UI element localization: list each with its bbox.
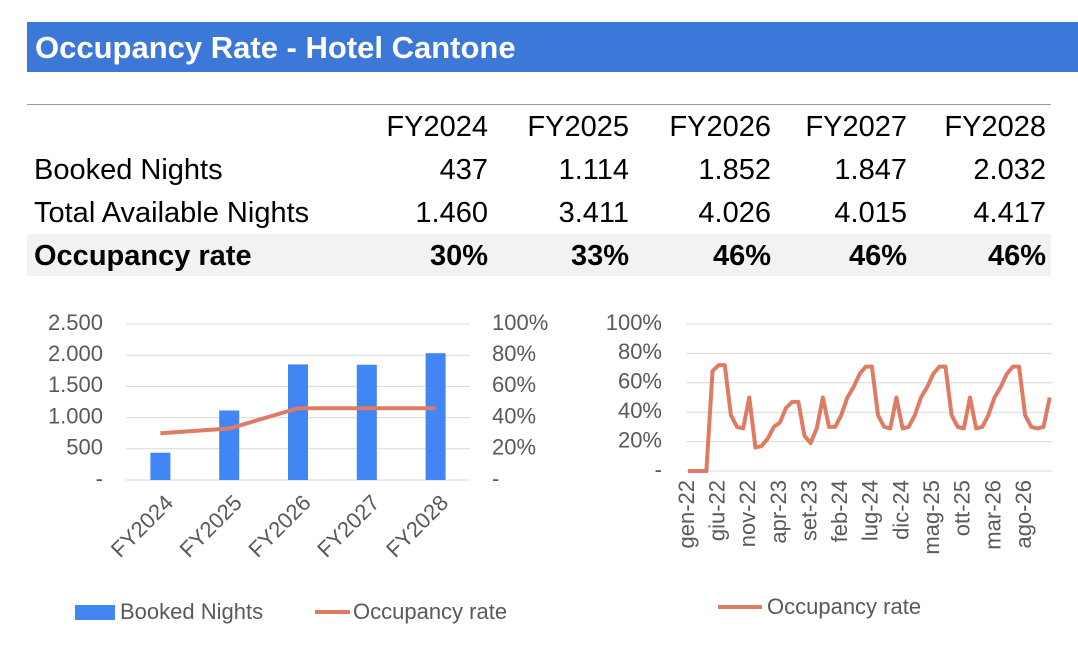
table-cell: 1.114 [558,154,629,186]
bar [356,364,377,480]
row-label: Total Available Nights [34,197,310,229]
x-tick-label: ott-25 [950,480,975,536]
y-tick-label: 2.500 [48,310,103,335]
table-cell: 4.417 [973,197,1046,229]
y-tick-label: 1.000 [48,403,103,428]
x-tick-label: mag-25 [919,480,944,555]
table-cell: 1.460 [415,197,488,229]
x-tick-label: giu-22 [704,480,729,541]
y-tick-label: 60% [618,369,662,394]
title-bar: Occupancy Rate - Hotel Cantone [27,22,1078,72]
y-tick-label: 20% [618,427,662,452]
bar [288,364,308,480]
y2-tick-label: 60% [492,372,536,397]
x-tick-label: FY2024 [106,490,178,562]
y2-tick-label: 80% [492,341,536,366]
x-tick-label: lug-24 [858,480,883,541]
column-header: FY2027 [805,111,907,143]
x-tick-label: FY2025 [175,490,247,562]
x-tick-label: gen-22 [674,480,699,549]
y-tick-label: 80% [618,339,662,364]
legend-swatch [75,605,115,620]
x-tick-label: set-23 [796,480,821,541]
x-tick-label: nov-22 [735,480,760,547]
x-tick-label: FY2026 [243,490,315,562]
table-cell: 437 [439,154,488,186]
x-tick-label: feb-24 [827,480,852,542]
table-cell: 33% [570,240,629,272]
x-tick-label: ago-26 [1011,480,1036,549]
bar [425,353,446,480]
row-label: Booked Nights [34,154,223,186]
row-label: Occupancy rate [34,240,252,272]
x-tick-label: FY2027 [312,490,384,562]
x-tick-label: apr-23 [766,480,791,544]
table-cell: 46% [848,240,907,272]
x-tick-label: dic-24 [888,480,913,540]
line [688,363,1052,473]
table-cell: 2.032 [973,154,1046,186]
table-cell: 30% [429,240,488,272]
table-rule [27,104,1051,105]
table-cell: 4.026 [698,197,771,229]
y2-tick-label: - [492,466,499,491]
table-cell: 46% [987,240,1046,272]
x-tick-label: FY2028 [381,490,453,562]
y-tick-label: 1.500 [48,372,103,397]
column-header: FY2026 [669,111,771,143]
row-band [27,234,1051,276]
y-tick-label: - [96,466,103,491]
legend-label: Occupancy rate [767,594,921,619]
table-cell: 1.852 [698,154,771,186]
table-cell: 4.015 [834,197,907,229]
y-tick-label: 40% [618,398,662,423]
column-header: FY2025 [527,111,629,143]
column-header: FY2028 [944,111,1046,143]
y2-tick-label: 40% [492,403,536,428]
line [160,406,436,436]
table-cell: 46% [712,240,771,272]
legend-label: Occupancy rate [353,599,507,624]
bar [150,452,171,480]
legend-label: Booked Nights [120,599,263,624]
bar [219,410,240,480]
table-cell: 1.847 [834,154,907,186]
y-tick-label: 100% [606,310,662,335]
y-tick-label: - [655,457,662,482]
y2-tick-label: 20% [492,435,536,460]
x-tick-label: mar-26 [980,480,1005,550]
y2-tick-label: 100% [492,310,548,335]
y-tick-label: 2.000 [48,341,103,366]
table-cell: 3.411 [558,197,629,229]
y-tick-label: 500 [66,435,103,460]
column-header: FY2024 [386,111,488,143]
